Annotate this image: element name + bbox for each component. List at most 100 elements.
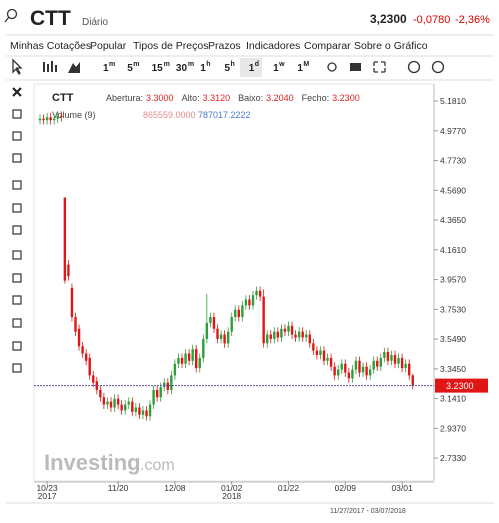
settings-icon[interactable] — [327, 62, 337, 72]
drawing-tool[interactable] — [12, 295, 22, 305]
y-tick-label: 4.3650 — [440, 215, 466, 225]
menu-item[interactable]: Popular — [90, 40, 127, 52]
ohlc-legend: Abertura: 3.3000 Alto: 3.3120 Baixo: 3.2040 Fe… — [106, 93, 360, 103]
candle-body — [92, 375, 95, 383]
change: -0,0780 — [413, 14, 450, 26]
drawing-tool[interactable] — [12, 341, 22, 351]
price: 3,2300 — [370, 12, 407, 26]
candle-body — [191, 349, 194, 361]
candle-body — [404, 363, 407, 369]
candle-body — [184, 353, 187, 364]
candle-body — [276, 331, 280, 338]
fullscreen-icon[interactable] — [373, 61, 386, 73]
candle-body — [187, 353, 191, 361]
candle-body — [255, 290, 258, 296]
menu-item[interactable]: Sobre o Gráfico — [354, 40, 428, 52]
active-interval — [240, 58, 262, 77]
menu-item[interactable]: Comparar — [304, 40, 351, 52]
interval-unit: M — [303, 61, 309, 68]
drawing-tool[interactable] — [12, 131, 22, 141]
candle-body — [116, 398, 120, 405]
candle-body — [109, 401, 113, 408]
y-tick-label: 3.3450 — [440, 364, 466, 374]
candle-body — [113, 398, 116, 408]
date-range: 11/27/2017 - 03/07/2018 — [330, 508, 406, 515]
menu-item[interactable]: Minhas Cotações — [10, 40, 91, 52]
interval-unit: m — [109, 61, 115, 68]
interval-number: 5 — [127, 63, 133, 74]
candle-icon[interactable] — [43, 61, 57, 72]
drawing-tool[interactable] — [12, 363, 22, 373]
interval-unit: d — [255, 61, 259, 68]
candle-body — [273, 331, 276, 339]
close-tool[interactable] — [12, 87, 22, 97]
reset-icon[interactable] — [407, 60, 421, 74]
candle-body — [251, 295, 255, 306]
symbol: CTT — [30, 7, 71, 30]
candle-body — [53, 118, 56, 121]
candle-body — [152, 389, 155, 405]
download-icon[interactable] — [431, 60, 445, 74]
candle-body — [180, 357, 184, 364]
candle-body — [141, 410, 145, 415]
candle-body — [351, 369, 354, 379]
x-tick-year: 2017 — [38, 491, 57, 501]
legend-value: 3.3120 — [203, 93, 231, 103]
candle-body — [290, 325, 294, 335]
drawing-tool[interactable] — [12, 225, 22, 235]
candle-body — [361, 366, 365, 373]
last-price-label: 3.2300 — [446, 381, 474, 391]
menu-item[interactable]: Prazos — [208, 40, 241, 52]
interval-button[interactable]: 15 m — [152, 61, 170, 74]
candle-body — [248, 299, 251, 306]
candle-body — [216, 328, 219, 339]
candle-body — [99, 389, 102, 398]
drawing-tool[interactable] — [12, 203, 22, 213]
legend-value: 3.2040 — [266, 93, 294, 103]
interval-unit: h — [206, 61, 210, 68]
candle-body — [287, 325, 290, 332]
candle-body — [45, 117, 49, 121]
drawing-tool[interactable] — [12, 273, 22, 283]
candle-body — [358, 360, 361, 373]
cursor-icon[interactable] — [12, 58, 23, 76]
y-tick-label: 3.5490 — [440, 334, 466, 344]
interval-button[interactable]: 30 m — [176, 61, 194, 74]
drawing-tool[interactable] — [12, 250, 22, 260]
candle-body — [258, 290, 262, 297]
volume-value: 865559.0000 — [143, 110, 196, 120]
y-tick-label: 5.1810 — [440, 96, 466, 106]
menu-item[interactable]: Tipos de Preços — [133, 40, 208, 52]
candle-body — [42, 118, 45, 121]
search-icon[interactable] — [6, 8, 18, 20]
legend-label: Fecho: — [302, 93, 330, 103]
drawing-tool[interactable] — [12, 109, 22, 119]
candle-body — [237, 309, 240, 318]
menu-item[interactable]: Indicadores — [246, 40, 300, 52]
drawing-tool[interactable] — [12, 180, 22, 190]
candle-body — [74, 317, 77, 332]
candle-body — [397, 357, 400, 364]
candle-body — [329, 357, 333, 367]
interval-unit: w — [278, 61, 285, 68]
camera-icon[interactable] — [350, 63, 361, 71]
change-pct: -2,36% — [455, 14, 490, 26]
area-icon[interactable] — [68, 62, 80, 73]
candle-body — [326, 357, 329, 361]
drawing-tool[interactable] — [12, 318, 22, 328]
candle-body — [88, 357, 91, 376]
candle-body — [347, 372, 351, 379]
candle-body — [102, 397, 106, 405]
candle-body — [63, 197, 67, 281]
drawing-tool[interactable] — [12, 153, 22, 163]
candle-body — [379, 357, 382, 367]
interval-number: 1 — [103, 63, 109, 74]
